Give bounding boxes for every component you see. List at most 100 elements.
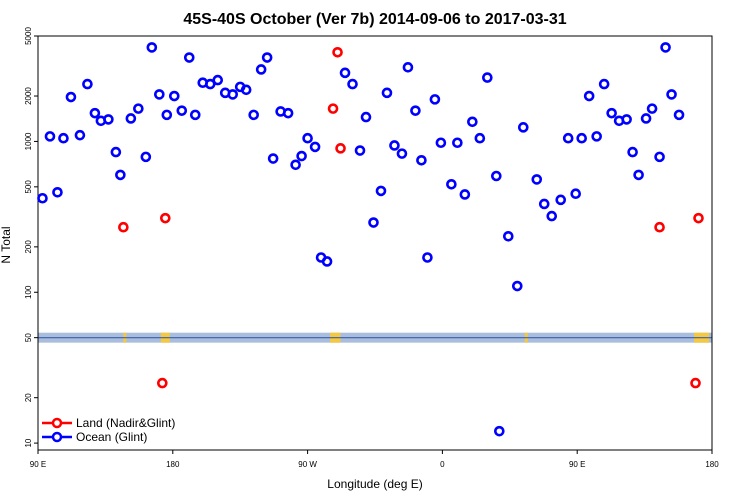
- ocean-point: [494, 425, 505, 437]
- plot-frame: [37, 35, 713, 451]
- ocean-point: [654, 151, 665, 163]
- ocean-point: [503, 230, 514, 242]
- ocean-point: [482, 72, 493, 83]
- ocean-point: [673, 109, 685, 121]
- ocean-point: [267, 153, 279, 164]
- ocean-point: [248, 109, 259, 121]
- ocean-point: [491, 170, 502, 182]
- y-tick-label: 100: [24, 285, 33, 299]
- ocean-point: [435, 137, 447, 149]
- ocean-point: [598, 78, 610, 90]
- y-tick-label: 2000: [24, 87, 33, 105]
- ocean-point: [140, 151, 152, 163]
- x-tick-label: 90 E: [30, 460, 46, 469]
- ocean-point: [110, 146, 122, 158]
- ocean-point: [576, 132, 587, 144]
- legend-ocean-marker: [51, 431, 63, 443]
- ocean-point: [89, 107, 101, 119]
- ocean-point: [410, 105, 421, 116]
- ocean-point: [339, 67, 351, 79]
- ocean-point: [37, 192, 48, 204]
- ocean-point: [321, 256, 333, 267]
- legend-land-marker: [51, 417, 63, 429]
- land-point: [157, 377, 168, 389]
- ocean-point: [115, 169, 126, 181]
- land-point: [160, 212, 171, 224]
- ocean-point: [368, 217, 379, 228]
- ocean-point: [74, 129, 86, 141]
- ocean-point: [531, 174, 543, 185]
- ocean-point: [212, 74, 224, 86]
- ocean-point: [660, 42, 671, 53]
- ocean-point: [546, 210, 558, 222]
- ocean-point: [161, 109, 173, 121]
- ocean-point: [255, 64, 267, 75]
- data-points: [37, 42, 704, 437]
- ocean-point: [183, 52, 195, 63]
- y-tick-label: 1000: [24, 132, 33, 150]
- ocean-point: [296, 150, 307, 162]
- x-tick-label: 180: [705, 460, 719, 469]
- ocean-point: [58, 132, 69, 144]
- ocean-point: [302, 132, 313, 144]
- y-tick-label: 20: [24, 393, 33, 402]
- y-tick-label: 500: [24, 180, 33, 194]
- ocean-point: [282, 107, 294, 119]
- land-point: [693, 212, 704, 224]
- ocean-point: [146, 42, 158, 53]
- x-tick-label: 90 E: [569, 460, 585, 469]
- land-point: [335, 143, 346, 154]
- legend: Land (Nadir&Glint) Ocean (Glint): [42, 416, 175, 444]
- ocean-point: [176, 105, 188, 116]
- ocean-point: [640, 113, 652, 124]
- ocean-point: [429, 94, 441, 105]
- ocean-point: [446, 178, 457, 190]
- y-axis-label: N Total: [0, 226, 13, 263]
- ocean-point: [168, 90, 180, 102]
- ocean-point: [189, 109, 201, 121]
- ocean-point: [389, 140, 400, 151]
- ocean-point: [381, 87, 393, 99]
- ocean-point: [606, 107, 617, 119]
- ocean-point: [154, 89, 165, 100]
- ocean-point: [422, 252, 433, 263]
- ocean-point: [402, 62, 414, 73]
- y-tick-label: 10: [24, 438, 33, 447]
- ocean-point: [103, 114, 114, 125]
- ocean-point: [562, 132, 574, 144]
- ocean-point: [416, 154, 427, 166]
- ocean-point: [538, 198, 550, 210]
- ocean-point: [309, 141, 321, 153]
- ocean-point: [133, 103, 144, 114]
- ocean-point: [591, 131, 602, 142]
- ocean-point: [627, 146, 638, 158]
- legend-land-label: Land (Nadir&Glint): [76, 416, 175, 430]
- ocean-point: [570, 188, 582, 200]
- chart-title: 45S-40S October (Ver 7b) 2014-09-06 to 2…: [183, 11, 566, 28]
- ocean-point: [125, 113, 137, 124]
- ocean-point: [82, 78, 93, 90]
- legend-ocean-label: Ocean (Glint): [76, 430, 147, 444]
- ocean-point: [555, 194, 567, 206]
- land-point: [332, 46, 343, 58]
- x-tick-label: 90 W: [298, 460, 317, 469]
- plot-border: [37, 35, 713, 451]
- ocean-point: [240, 84, 252, 96]
- x-axis-ticks: 90 E 180 90 W 0 90 E 180: [30, 450, 719, 469]
- y-tick-label: 5000: [24, 27, 33, 45]
- ocean-point: [65, 91, 77, 103]
- threshold-band: [38, 332, 712, 343]
- ocean-point: [583, 90, 595, 102]
- ocean-point: [44, 131, 56, 142]
- ocean-point: [467, 116, 478, 128]
- ocean-point: [347, 78, 358, 90]
- land-point: [327, 103, 339, 114]
- ocean-point: [261, 52, 273, 63]
- ocean-point: [52, 186, 63, 198]
- ocean-point: [517, 122, 529, 133]
- land-point: [654, 221, 665, 233]
- y-axis-ticks: 10 20 50 100 200 500 1000 2000 5000: [24, 27, 38, 448]
- y-tick-label: 200: [24, 240, 33, 254]
- ocean-point: [375, 185, 387, 197]
